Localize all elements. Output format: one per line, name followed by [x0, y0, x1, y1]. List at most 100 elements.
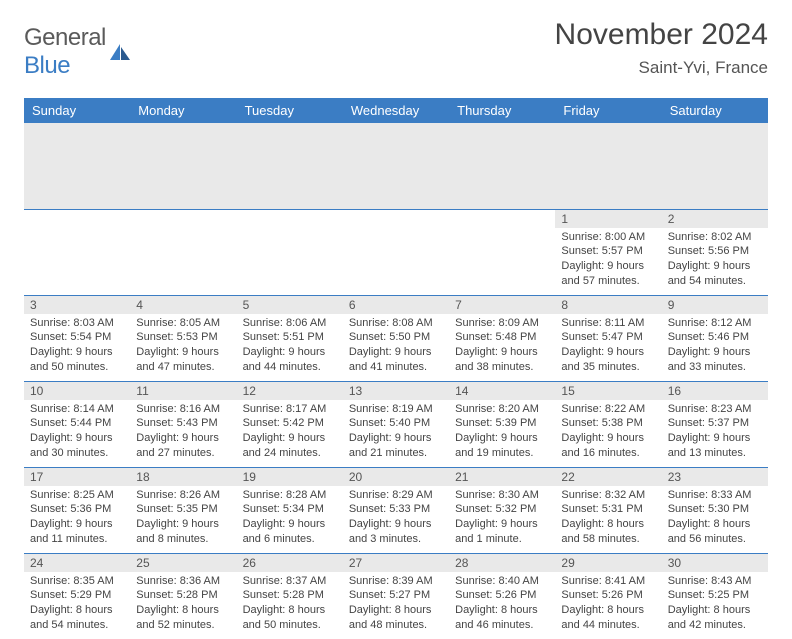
weekday-header-row: SundayMondayTuesdayWednesdayThursdayFrid… — [24, 98, 768, 123]
day-details: Sunrise: 8:26 AMSunset: 5:35 PMDaylight:… — [130, 486, 236, 551]
weekday-header: Friday — [555, 98, 661, 123]
calendar-day-cell: .. — [130, 209, 236, 295]
day-number: 5 — [237, 296, 343, 314]
day-details: Sunrise: 8:20 AMSunset: 5:39 PMDaylight:… — [449, 400, 555, 465]
day-number: 1 — [555, 210, 661, 228]
day-details: Sunrise: 8:19 AMSunset: 5:40 PMDaylight:… — [343, 400, 449, 465]
day-number: 7 — [449, 296, 555, 314]
title-block: November 2024 Saint-Yvi, France — [555, 18, 768, 78]
day-details: Sunrise: 8:02 AMSunset: 5:56 PMDaylight:… — [662, 228, 768, 293]
day-details: Sunrise: 8:35 AMSunset: 5:29 PMDaylight:… — [24, 572, 130, 637]
day-number: 21 — [449, 468, 555, 486]
calendar-day-cell: 26Sunrise: 8:37 AMSunset: 5:28 PMDayligh… — [237, 553, 343, 639]
day-number: 25 — [130, 554, 236, 572]
day-details: Sunrise: 8:14 AMSunset: 5:44 PMDaylight:… — [24, 400, 130, 465]
day-number: 27 — [343, 554, 449, 572]
day-number: 17 — [24, 468, 130, 486]
calendar-table: SundayMondayTuesdayWednesdayThursdayFrid… — [24, 98, 768, 639]
day-number: 23 — [662, 468, 768, 486]
calendar-day-cell: 21Sunrise: 8:30 AMSunset: 5:32 PMDayligh… — [449, 467, 555, 553]
weekday-header: Thursday — [449, 98, 555, 123]
logo: General Blue — [24, 24, 130, 80]
calendar-day-cell: 7Sunrise: 8:09 AMSunset: 5:48 PMDaylight… — [449, 295, 555, 381]
day-number: 18 — [130, 468, 236, 486]
calendar-day-cell: 17Sunrise: 8:25 AMSunset: 5:36 PMDayligh… — [24, 467, 130, 553]
calendar-day-cell: 2Sunrise: 8:02 AMSunset: 5:56 PMDaylight… — [662, 209, 768, 295]
weekday-header: Saturday — [662, 98, 768, 123]
calendar-day-cell: .. — [449, 209, 555, 295]
weekday-header: Wednesday — [343, 98, 449, 123]
calendar-week-row: 17Sunrise: 8:25 AMSunset: 5:36 PMDayligh… — [24, 467, 768, 553]
calendar-day-cell: 15Sunrise: 8:22 AMSunset: 5:38 PMDayligh… — [555, 381, 661, 467]
weekday-header: Sunday — [24, 98, 130, 123]
header: General Blue November 2024 Saint-Yvi, Fr… — [24, 18, 768, 80]
day-details: Sunrise: 8:43 AMSunset: 5:25 PMDaylight:… — [662, 572, 768, 637]
day-details: Sunrise: 8:28 AMSunset: 5:34 PMDaylight:… — [237, 486, 343, 551]
logo-word2: Blue — [24, 52, 70, 79]
calendar-day-cell: 20Sunrise: 8:29 AMSunset: 5:33 PMDayligh… — [343, 467, 449, 553]
calendar-week-row: 24Sunrise: 8:35 AMSunset: 5:29 PMDayligh… — [24, 553, 768, 639]
logo-text: General Blue — [24, 24, 106, 80]
calendar-day-cell: 8Sunrise: 8:11 AMSunset: 5:47 PMDaylight… — [555, 295, 661, 381]
calendar-day-cell: 3Sunrise: 8:03 AMSunset: 5:54 PMDaylight… — [24, 295, 130, 381]
day-number: 29 — [555, 554, 661, 572]
day-details: Sunrise: 8:33 AMSunset: 5:30 PMDaylight:… — [662, 486, 768, 551]
calendar-day-cell: 28Sunrise: 8:40 AMSunset: 5:26 PMDayligh… — [449, 553, 555, 639]
spacer-row — [24, 123, 768, 209]
day-details: Sunrise: 8:23 AMSunset: 5:37 PMDaylight:… — [662, 400, 768, 465]
calendar-week-row: ..........1Sunrise: 8:00 AMSunset: 5:57 … — [24, 209, 768, 295]
day-number: 20 — [343, 468, 449, 486]
day-number: 11 — [130, 382, 236, 400]
weekday-header: Tuesday — [237, 98, 343, 123]
day-details: Sunrise: 8:40 AMSunset: 5:26 PMDaylight:… — [449, 572, 555, 637]
calendar-day-cell: 4Sunrise: 8:05 AMSunset: 5:53 PMDaylight… — [130, 295, 236, 381]
day-details: Sunrise: 8:41 AMSunset: 5:26 PMDaylight:… — [555, 572, 661, 637]
weekday-header: Monday — [130, 98, 236, 123]
day-details: Sunrise: 8:25 AMSunset: 5:36 PMDaylight:… — [24, 486, 130, 551]
day-details: Sunrise: 8:39 AMSunset: 5:27 PMDaylight:… — [343, 572, 449, 637]
calendar-day-cell: 11Sunrise: 8:16 AMSunset: 5:43 PMDayligh… — [130, 381, 236, 467]
calendar-day-cell: 25Sunrise: 8:36 AMSunset: 5:28 PMDayligh… — [130, 553, 236, 639]
calendar-day-cell: .. — [343, 209, 449, 295]
day-details: Sunrise: 8:36 AMSunset: 5:28 PMDaylight:… — [130, 572, 236, 637]
calendar-day-cell: 18Sunrise: 8:26 AMSunset: 5:35 PMDayligh… — [130, 467, 236, 553]
day-details: Sunrise: 8:00 AMSunset: 5:57 PMDaylight:… — [555, 228, 661, 293]
location: Saint-Yvi, France — [555, 58, 768, 78]
day-details: Sunrise: 8:03 AMSunset: 5:54 PMDaylight:… — [24, 314, 130, 379]
day-details: Sunrise: 8:06 AMSunset: 5:51 PMDaylight:… — [237, 314, 343, 379]
day-details: Sunrise: 8:30 AMSunset: 5:32 PMDaylight:… — [449, 486, 555, 551]
calendar-day-cell: 30Sunrise: 8:43 AMSunset: 5:25 PMDayligh… — [662, 553, 768, 639]
day-number: 26 — [237, 554, 343, 572]
day-number: 30 — [662, 554, 768, 572]
day-number: 24 — [24, 554, 130, 572]
calendar-week-row: 10Sunrise: 8:14 AMSunset: 5:44 PMDayligh… — [24, 381, 768, 467]
calendar-day-cell: 14Sunrise: 8:20 AMSunset: 5:39 PMDayligh… — [449, 381, 555, 467]
day-details: Sunrise: 8:17 AMSunset: 5:42 PMDaylight:… — [237, 400, 343, 465]
day-number: 8 — [555, 296, 661, 314]
day-details: Sunrise: 8:09 AMSunset: 5:48 PMDaylight:… — [449, 314, 555, 379]
logo-word1: General — [24, 24, 106, 51]
day-details: Sunrise: 8:16 AMSunset: 5:43 PMDaylight:… — [130, 400, 236, 465]
day-number: 4 — [130, 296, 236, 314]
calendar-day-cell: 9Sunrise: 8:12 AMSunset: 5:46 PMDaylight… — [662, 295, 768, 381]
calendar-day-cell: .. — [237, 209, 343, 295]
sail-icon — [110, 44, 130, 60]
calendar-day-cell: 13Sunrise: 8:19 AMSunset: 5:40 PMDayligh… — [343, 381, 449, 467]
day-details: Sunrise: 8:32 AMSunset: 5:31 PMDaylight:… — [555, 486, 661, 551]
calendar-day-cell: 22Sunrise: 8:32 AMSunset: 5:31 PMDayligh… — [555, 467, 661, 553]
day-details: Sunrise: 8:05 AMSunset: 5:53 PMDaylight:… — [130, 314, 236, 379]
day-number: 9 — [662, 296, 768, 314]
calendar-day-cell: 19Sunrise: 8:28 AMSunset: 5:34 PMDayligh… — [237, 467, 343, 553]
calendar-day-cell: 23Sunrise: 8:33 AMSunset: 5:30 PMDayligh… — [662, 467, 768, 553]
calendar-day-cell: 27Sunrise: 8:39 AMSunset: 5:27 PMDayligh… — [343, 553, 449, 639]
day-number: 28 — [449, 554, 555, 572]
day-details: Sunrise: 8:12 AMSunset: 5:46 PMDaylight:… — [662, 314, 768, 379]
calendar-day-cell: 29Sunrise: 8:41 AMSunset: 5:26 PMDayligh… — [555, 553, 661, 639]
calendar-day-cell: 6Sunrise: 8:08 AMSunset: 5:50 PMDaylight… — [343, 295, 449, 381]
day-details: Sunrise: 8:37 AMSunset: 5:28 PMDaylight:… — [237, 572, 343, 637]
day-number: 12 — [237, 382, 343, 400]
day-number: 10 — [24, 382, 130, 400]
day-details: Sunrise: 8:08 AMSunset: 5:50 PMDaylight:… — [343, 314, 449, 379]
day-number: 3 — [24, 296, 130, 314]
day-number: 14 — [449, 382, 555, 400]
